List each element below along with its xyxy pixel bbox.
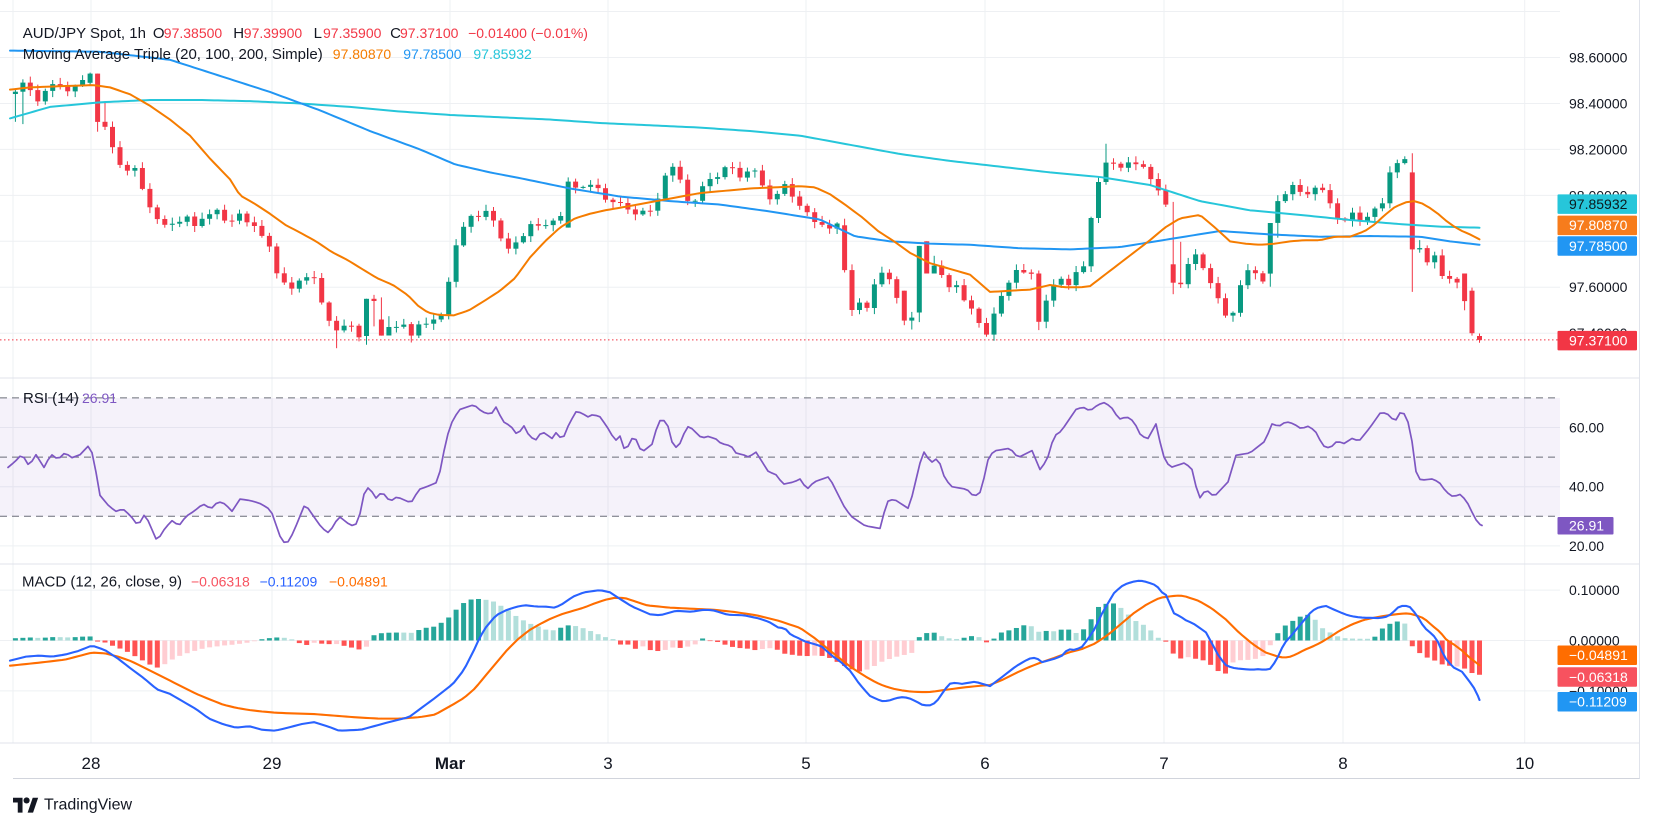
svg-text:0.00000: 0.00000 <box>1569 632 1620 648</box>
svg-text:26.91: 26.91 <box>82 390 117 406</box>
svg-text:−0.01400 (−0.01%): −0.01400 (−0.01%) <box>468 25 588 41</box>
svg-text:3: 3 <box>603 754 612 773</box>
svg-text:L: L <box>314 25 322 42</box>
svg-text:−0.06318: −0.06318 <box>191 574 250 590</box>
svg-text:Mar: Mar <box>435 754 466 773</box>
svg-text:10: 10 <box>1515 754 1534 773</box>
svg-text:−0.04891: −0.04891 <box>1569 647 1628 663</box>
svg-text:98.20000: 98.20000 <box>1569 141 1628 157</box>
svg-text:5: 5 <box>801 754 810 773</box>
svg-text:40.00: 40.00 <box>1569 479 1604 495</box>
svg-text:97.38500: 97.38500 <box>164 25 223 41</box>
svg-text:MACD (12, 26, close, 9): MACD (12, 26, close, 9) <box>22 574 182 591</box>
svg-text:97.85932: 97.85932 <box>1569 196 1628 212</box>
svg-text:97.78500: 97.78500 <box>403 46 462 62</box>
svg-text:60.00: 60.00 <box>1569 419 1604 435</box>
svg-text:29: 29 <box>263 754 282 773</box>
svg-text:97.80870: 97.80870 <box>1569 217 1628 233</box>
svg-text:98.40000: 98.40000 <box>1569 95 1628 111</box>
svg-text:6: 6 <box>980 754 989 773</box>
svg-text:97.35900: 97.35900 <box>323 25 382 41</box>
svg-text:AUD/JPY Spot, 1h: AUD/JPY Spot, 1h <box>23 25 146 42</box>
svg-text:0.10000: 0.10000 <box>1569 582 1620 598</box>
svg-text:97.39900: 97.39900 <box>244 25 303 41</box>
svg-text:8: 8 <box>1338 754 1347 773</box>
svg-text:28: 28 <box>82 754 101 773</box>
svg-text:97.80870: 97.80870 <box>333 46 392 62</box>
svg-text:7: 7 <box>1159 754 1168 773</box>
svg-text:−0.04891: −0.04891 <box>329 574 388 590</box>
svg-text:97.78500: 97.78500 <box>1569 238 1628 254</box>
svg-text:97.60000: 97.60000 <box>1569 279 1628 295</box>
svg-text:−0.11209: −0.11209 <box>1569 694 1627 710</box>
svg-text:26.91: 26.91 <box>1569 518 1604 534</box>
svg-text:97.37100: 97.37100 <box>400 25 459 41</box>
svg-text:O: O <box>153 25 165 42</box>
svg-text:C: C <box>390 25 401 42</box>
svg-text:97.37100: 97.37100 <box>1569 333 1628 349</box>
svg-text:20.00: 20.00 <box>1569 538 1604 554</box>
svg-text:TradingView: TradingView <box>44 797 132 814</box>
svg-text:98.60000: 98.60000 <box>1569 49 1628 65</box>
svg-text:−0.11209: −0.11209 <box>260 574 318 590</box>
svg-text:−0.06318: −0.06318 <box>1569 669 1628 685</box>
svg-text:97.85932: 97.85932 <box>473 46 532 62</box>
svg-text:H: H <box>233 25 244 42</box>
svg-text:Moving Average Triple (20, 100: Moving Average Triple (20, 100, 200, Sim… <box>23 46 323 63</box>
svg-text:RSI (14): RSI (14) <box>23 390 79 407</box>
